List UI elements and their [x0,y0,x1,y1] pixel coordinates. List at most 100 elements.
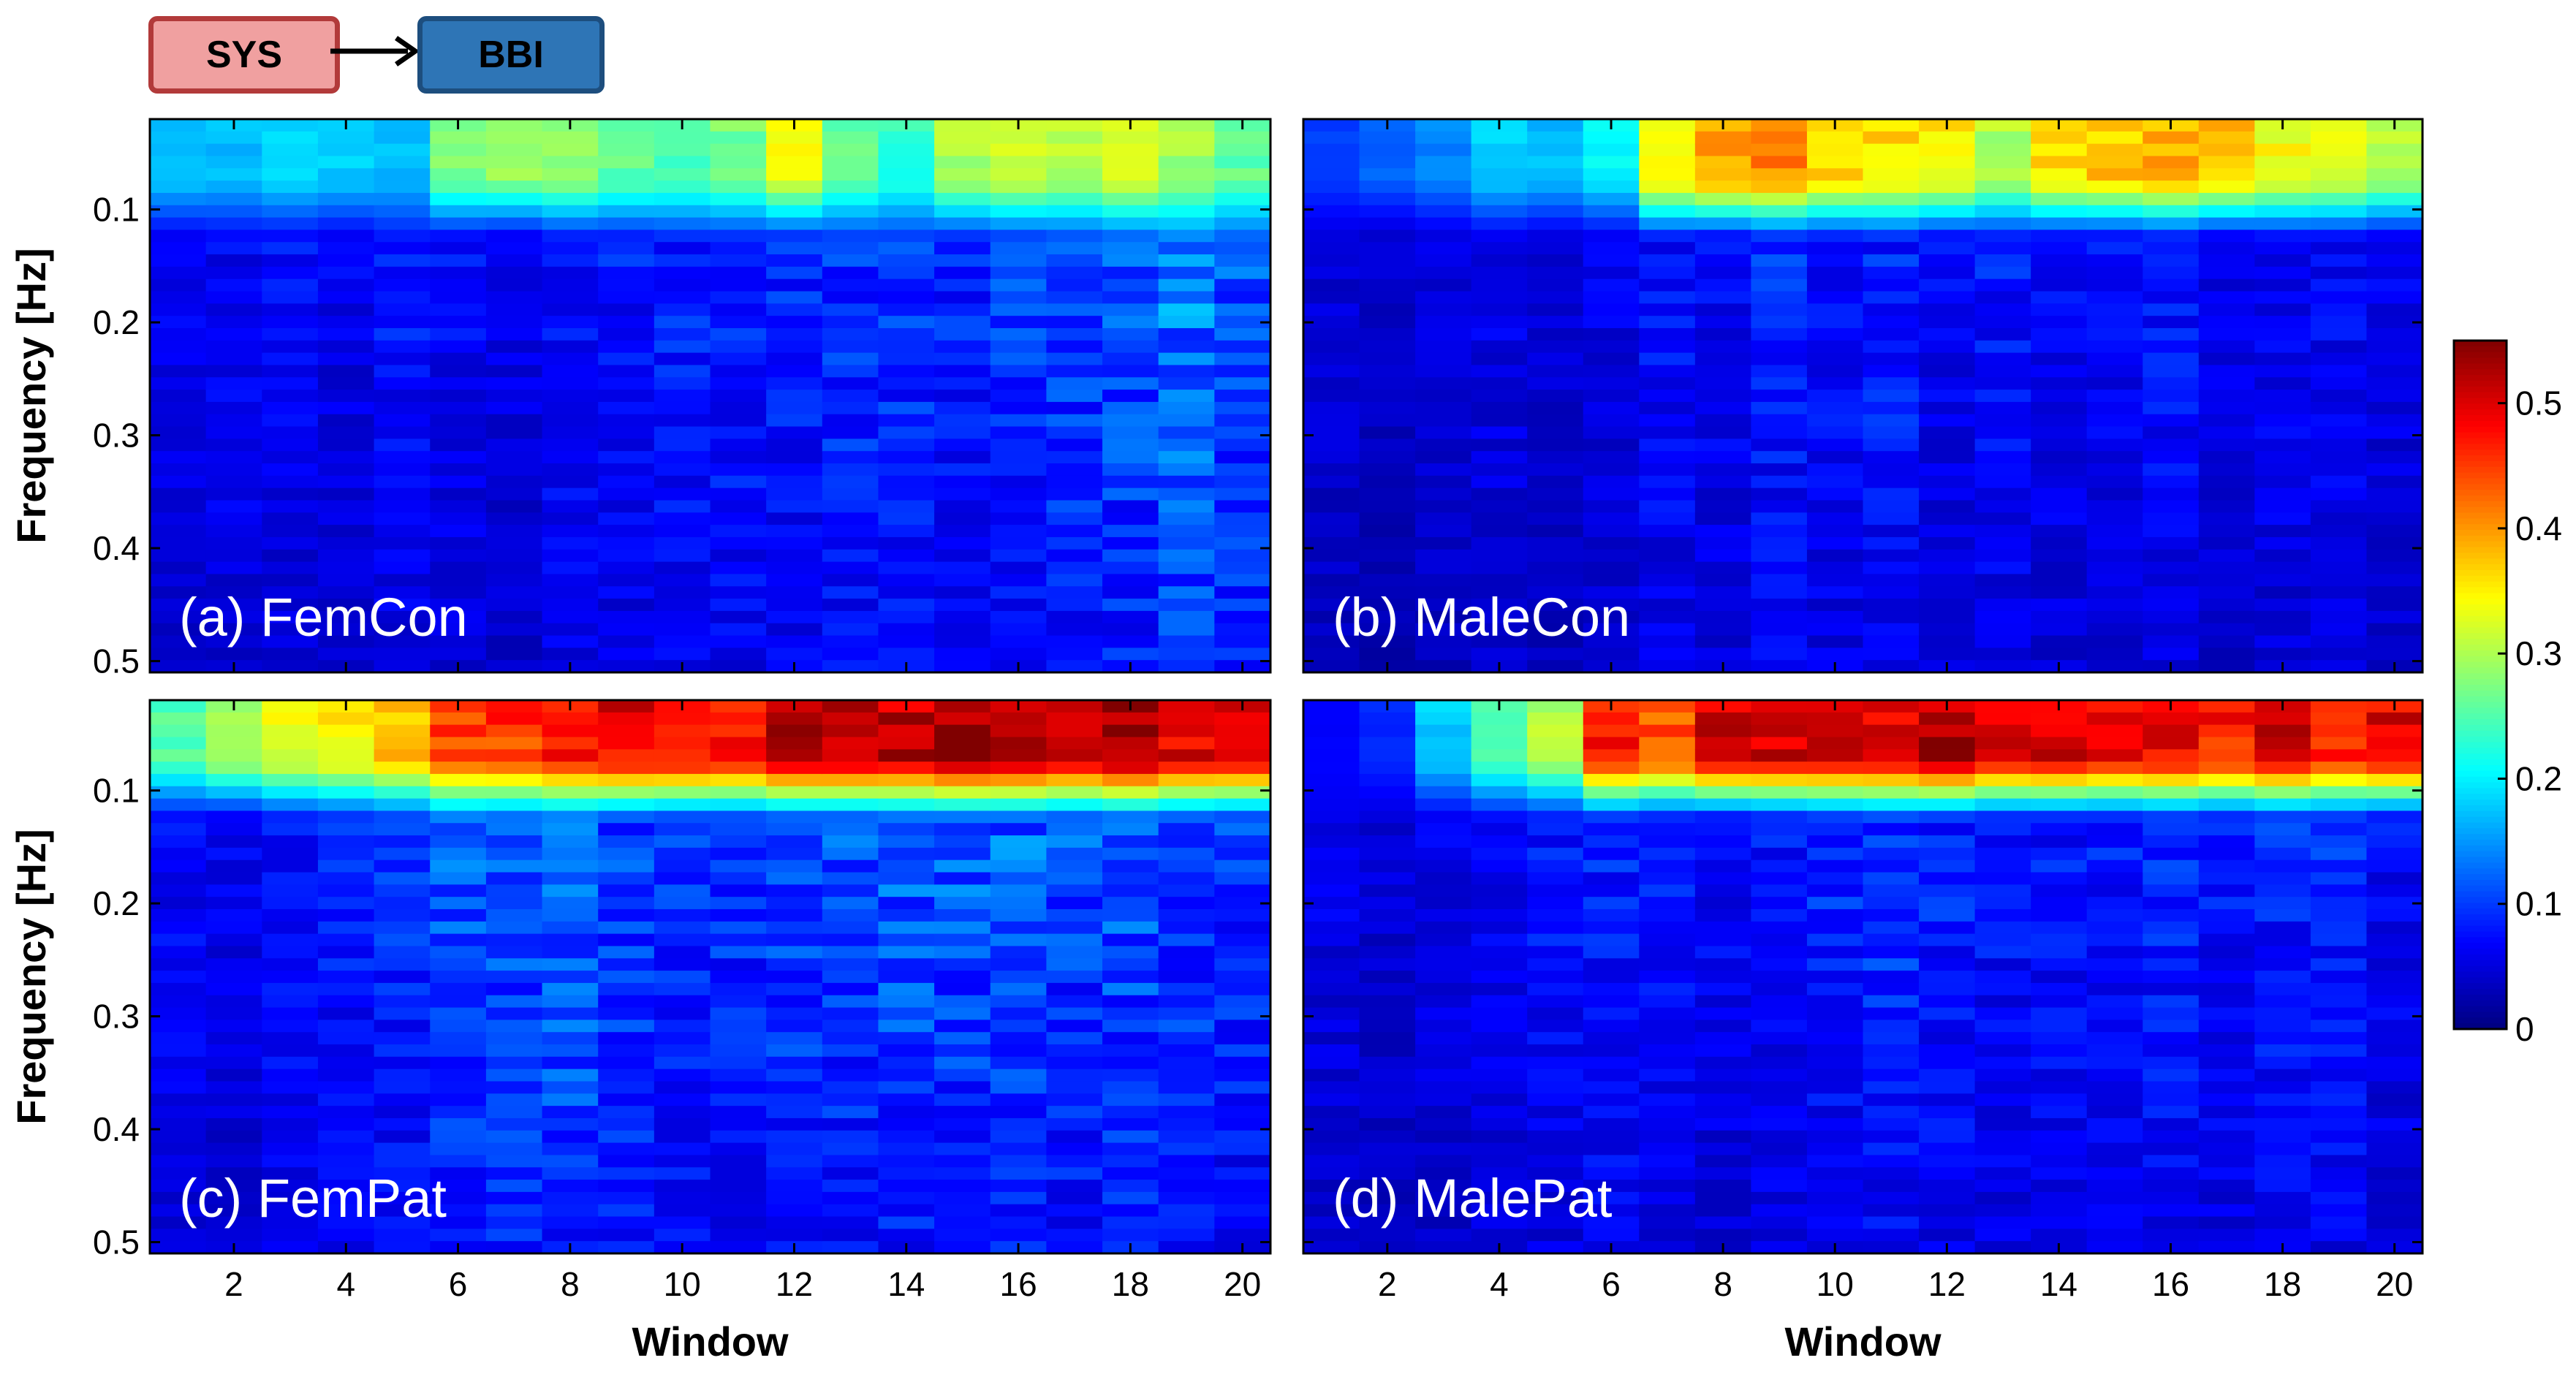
heatmap-cell [430,762,486,775]
heatmap-cell [542,439,599,452]
heatmap-cell [542,292,599,305]
heatmap-cell [1751,1057,1807,1070]
y-tick-label: 0.4 [93,1110,140,1148]
heatmap-cell [2087,737,2143,750]
heatmap-cell [2199,341,2255,354]
heatmap-cell [1527,550,1583,563]
heatmap-cell [822,884,879,897]
heatmap-cell [1807,823,1863,836]
heatmap-cell [1639,873,1695,886]
heatmap-cell [1863,774,1920,787]
heatmap-cell [430,242,486,255]
heatmap-cell [878,488,934,501]
heatmap-cell [2087,1192,2143,1205]
heatmap-cell [1159,279,1215,292]
heatmap-cell [150,562,206,575]
heatmap-cell [486,958,542,971]
heatmap-cell [1159,1081,1215,1094]
heatmap-cell [654,132,711,145]
heatmap-cell [711,488,767,501]
heatmap-cell [711,193,767,206]
heatmap-cell [1471,451,1528,464]
heatmap-cell [2087,623,2143,637]
x-tick-label: 14 [887,1265,925,1303]
heatmap-cell [1046,500,1102,513]
heatmap-cell [2199,402,2255,415]
heatmap-cell [1807,365,1863,378]
colorbar-segment [2454,892,2507,898]
heatmap-cell [1639,1180,1695,1193]
heatmap-cell [654,500,711,513]
heatmap-cell [486,402,542,415]
heatmap-cell [2031,934,2087,947]
colorbar-segment [2454,421,2507,428]
heatmap-cell [1695,848,1751,861]
heatmap-cell [1159,1020,1215,1033]
heatmap-cell [262,316,318,329]
heatmap-cell [654,897,711,910]
heatmap-cell [1527,574,1583,587]
heatmap-cell [711,476,767,489]
heatmap-cell [1975,242,2031,255]
heatmap-cell [2143,1057,2199,1070]
heatmap-cell [1751,946,1807,959]
heatmap-cell [1863,181,1920,194]
heatmap-cell [1102,1093,1159,1107]
heatmap-cell [318,648,374,661]
heatmap-cell [1159,983,1215,996]
heatmap-cell [1415,909,1471,922]
heatmap-cell [2254,525,2311,538]
heatmap-cell [1863,463,1920,477]
heatmap-cell [1046,835,1102,849]
heatmap-cell [318,279,374,292]
heatmap-cell [2031,1106,2087,1119]
heatmap-cell [822,328,879,341]
heatmap-cell [654,823,711,836]
heatmap-cell [1471,786,1528,800]
heatmap-cell [822,1217,879,1230]
colorbar-segment [2454,765,2507,772]
heatmap-cell [1214,599,1270,612]
heatmap-cell [1102,611,1159,624]
heatmap-cell [1471,1118,1528,1131]
heatmap-cell [1471,562,1528,575]
heatmap-cell [1360,1069,1416,1082]
heatmap-cell [150,377,206,390]
heatmap-cell [1415,762,1471,775]
heatmap-cell [766,402,822,415]
heatmap-cell [1807,144,1863,157]
heatmap-cell [150,353,206,366]
heatmap-cell [822,451,879,464]
heatmap-cell [486,1057,542,1070]
heatmap-cell [1583,749,1640,762]
heatmap-cell [2031,1167,2087,1180]
heatmap-cell [1415,1020,1471,1033]
colorbar-segment [2454,496,2507,502]
heatmap-cell [1214,1093,1270,1107]
heatmap-cell [486,156,542,169]
heatmap-cell [2143,1093,2199,1107]
heatmap-cell [2087,660,2143,673]
heatmap-cell [542,1069,599,1082]
heatmap-cell [1807,909,1863,922]
heatmap-cell [430,168,486,181]
heatmap-cell [542,242,599,255]
heatmap-cell [1471,353,1528,366]
heatmap-cell [1214,946,1270,959]
heatmap-cell [598,995,654,1009]
heatmap-cell [1975,562,2031,575]
heatmap-cell [1415,537,1471,550]
heatmap-cell [1360,762,1416,775]
heatmap-cell [1214,1229,1270,1242]
heatmap-cell [1863,218,1920,231]
heatmap-cell [598,488,654,501]
heatmap-cell [2366,341,2422,354]
heatmap-cell [486,562,542,575]
heatmap-cell [2143,823,2199,836]
panel-label: (c) FemPat [179,1168,447,1229]
heatmap-cell [1046,884,1102,897]
heatmap-cell [2254,562,2311,575]
heatmap-cell [2311,786,2367,800]
heatmap-cell [1415,713,1471,726]
heatmap-cell [1639,971,1695,984]
